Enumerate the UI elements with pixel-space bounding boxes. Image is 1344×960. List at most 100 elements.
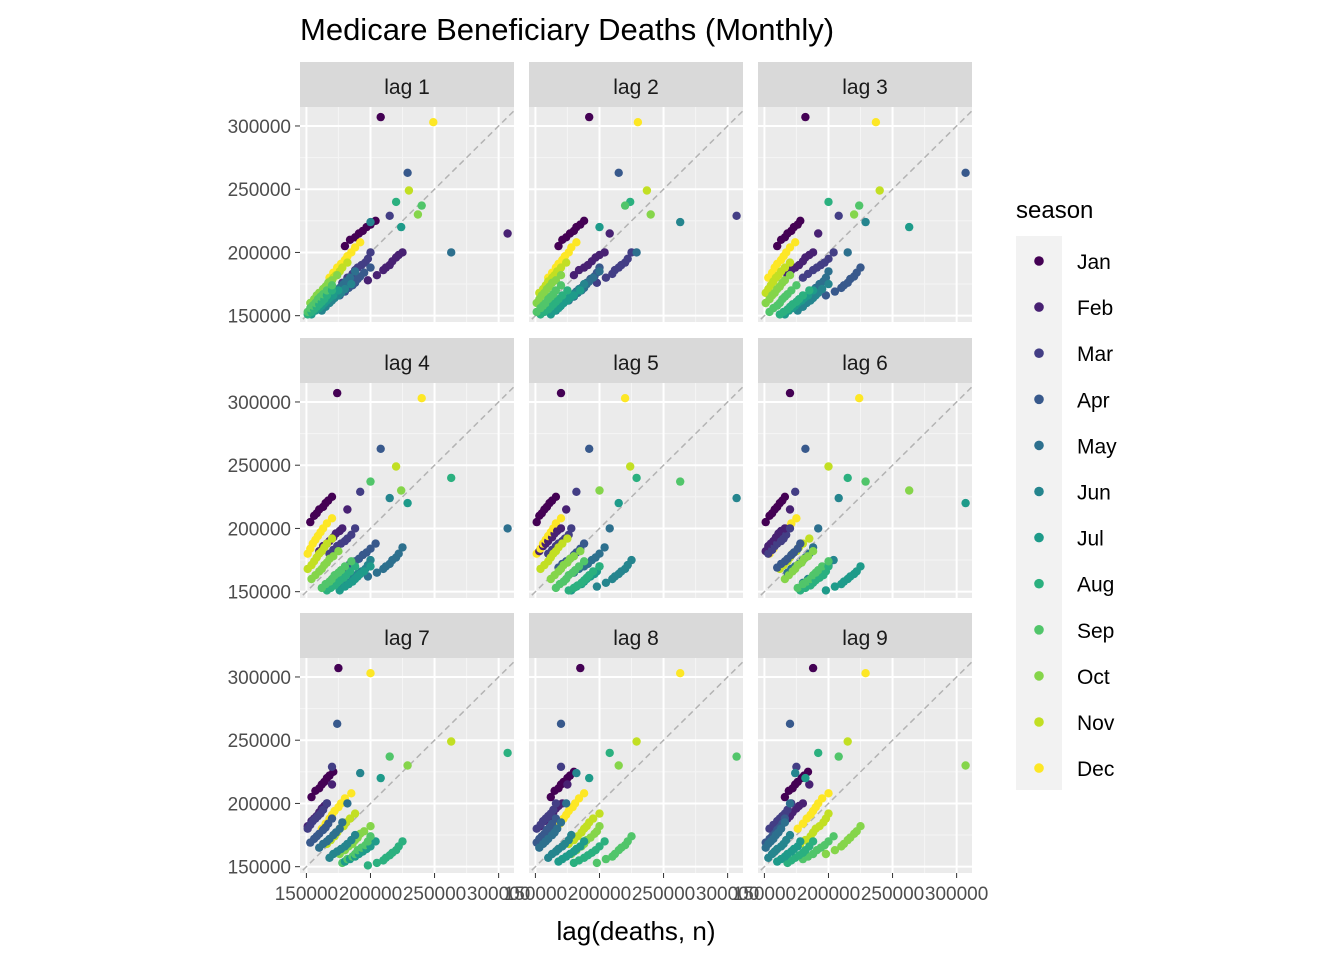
- data-point: [785, 719, 795, 728]
- data-point: [579, 837, 589, 846]
- data-point: [376, 773, 385, 783]
- data-point: [347, 557, 356, 566]
- data-point: [372, 568, 382, 577]
- data-point: [556, 271, 566, 280]
- y-tick-label: 300000: [228, 117, 291, 138]
- data-point: [776, 824, 786, 833]
- data-point: [398, 543, 407, 552]
- data-point: [780, 276, 790, 285]
- facet-points: [303, 388, 512, 595]
- data-point: [585, 444, 594, 453]
- data-point: [366, 263, 375, 272]
- data-point: [805, 534, 814, 543]
- data-point: [843, 473, 852, 483]
- data-point: [327, 762, 337, 771]
- data-point: [785, 505, 795, 514]
- data-point: [372, 271, 382, 280]
- legend-label: Feb: [1077, 297, 1113, 320]
- data-point: [588, 814, 598, 823]
- data-point: [532, 517, 541, 527]
- data-point: [595, 222, 604, 232]
- data-point: [417, 394, 426, 403]
- data-point: [327, 814, 337, 823]
- data-point: [385, 211, 394, 220]
- data-point: [340, 241, 350, 251]
- data-point: [905, 486, 914, 495]
- data-point: [397, 486, 406, 495]
- data-point: [595, 562, 604, 571]
- data-point: [791, 238, 800, 247]
- data-point: [605, 229, 614, 238]
- data-point: [579, 557, 589, 566]
- facet-points: [532, 388, 741, 595]
- data-point: [814, 229, 823, 238]
- legend: season Jan Feb Mar Apr May Jun Jul Aug Sep Oct Nov…: [1016, 197, 1117, 790]
- legend-key: [1034, 625, 1044, 635]
- data-point: [817, 284, 827, 294]
- data-point: [905, 222, 914, 232]
- legend-label: Dec: [1077, 758, 1114, 781]
- data-point: [817, 794, 827, 803]
- legend-label: Mar: [1077, 343, 1113, 366]
- data-point: [595, 809, 604, 818]
- data-point: [556, 762, 566, 771]
- data-point: [600, 837, 609, 846]
- data-point: [340, 284, 350, 294]
- facet-panel: lag 6: [758, 338, 972, 598]
- data-point: [808, 248, 818, 257]
- facet-strip: [758, 62, 972, 107]
- data-point: [834, 493, 843, 503]
- data-point: [824, 254, 833, 263]
- data-point: [592, 582, 602, 591]
- data-point: [385, 752, 394, 761]
- data-point: [856, 562, 865, 571]
- data-point: [556, 263, 566, 272]
- data-point: [855, 394, 864, 403]
- legend-label: Jun: [1077, 482, 1111, 505]
- data-point: [307, 792, 316, 802]
- legend-key: [1034, 302, 1044, 312]
- data-point: [961, 498, 970, 508]
- data-point: [861, 669, 870, 678]
- data-point: [821, 849, 831, 859]
- reference-line-y-equals-x: [300, 385, 514, 598]
- data-point: [366, 669, 375, 678]
- data-point: [366, 248, 375, 257]
- data-point: [551, 799, 561, 808]
- data-point: [633, 118, 643, 127]
- x-tick-label: 200000: [339, 884, 402, 905]
- data-point: [785, 830, 795, 840]
- data-point: [585, 773, 594, 783]
- legend-key: [1034, 717, 1044, 727]
- data-point: [366, 477, 375, 486]
- data-point: [551, 286, 561, 295]
- data-point: [871, 118, 881, 127]
- facet-points: [532, 112, 741, 319]
- data-point: [327, 281, 337, 290]
- data-point: [829, 832, 838, 841]
- facet-strip-label: lag 8: [613, 627, 659, 650]
- data-point: [556, 514, 566, 523]
- data-point: [574, 794, 584, 803]
- data-point: [595, 822, 604, 831]
- y-axis-tick-labels: 150000 200000 250000 300000 150000 200000 2500…: [228, 117, 300, 879]
- data-point: [830, 846, 840, 855]
- data-point: [549, 805, 558, 814]
- y-tick-label: 150000: [228, 858, 291, 879]
- data-point: [385, 493, 394, 503]
- data-point: [350, 809, 360, 818]
- data-point: [814, 524, 823, 533]
- data-point: [347, 789, 356, 798]
- data-point: [791, 768, 800, 778]
- facet-panel: lag 2: [529, 62, 743, 322]
- data-point: [821, 273, 831, 282]
- data-point: [627, 832, 636, 841]
- legend-items: Jan Feb Mar Apr May Jun Jul Aug Sep Oct Nov Dec: [1034, 251, 1117, 781]
- data-point: [546, 792, 555, 802]
- data-point: [801, 773, 810, 783]
- data-point: [338, 818, 347, 827]
- x-tick-label: 150000: [504, 884, 567, 905]
- data-point: [855, 201, 864, 210]
- data-point: [773, 241, 782, 251]
- data-point: [356, 768, 365, 778]
